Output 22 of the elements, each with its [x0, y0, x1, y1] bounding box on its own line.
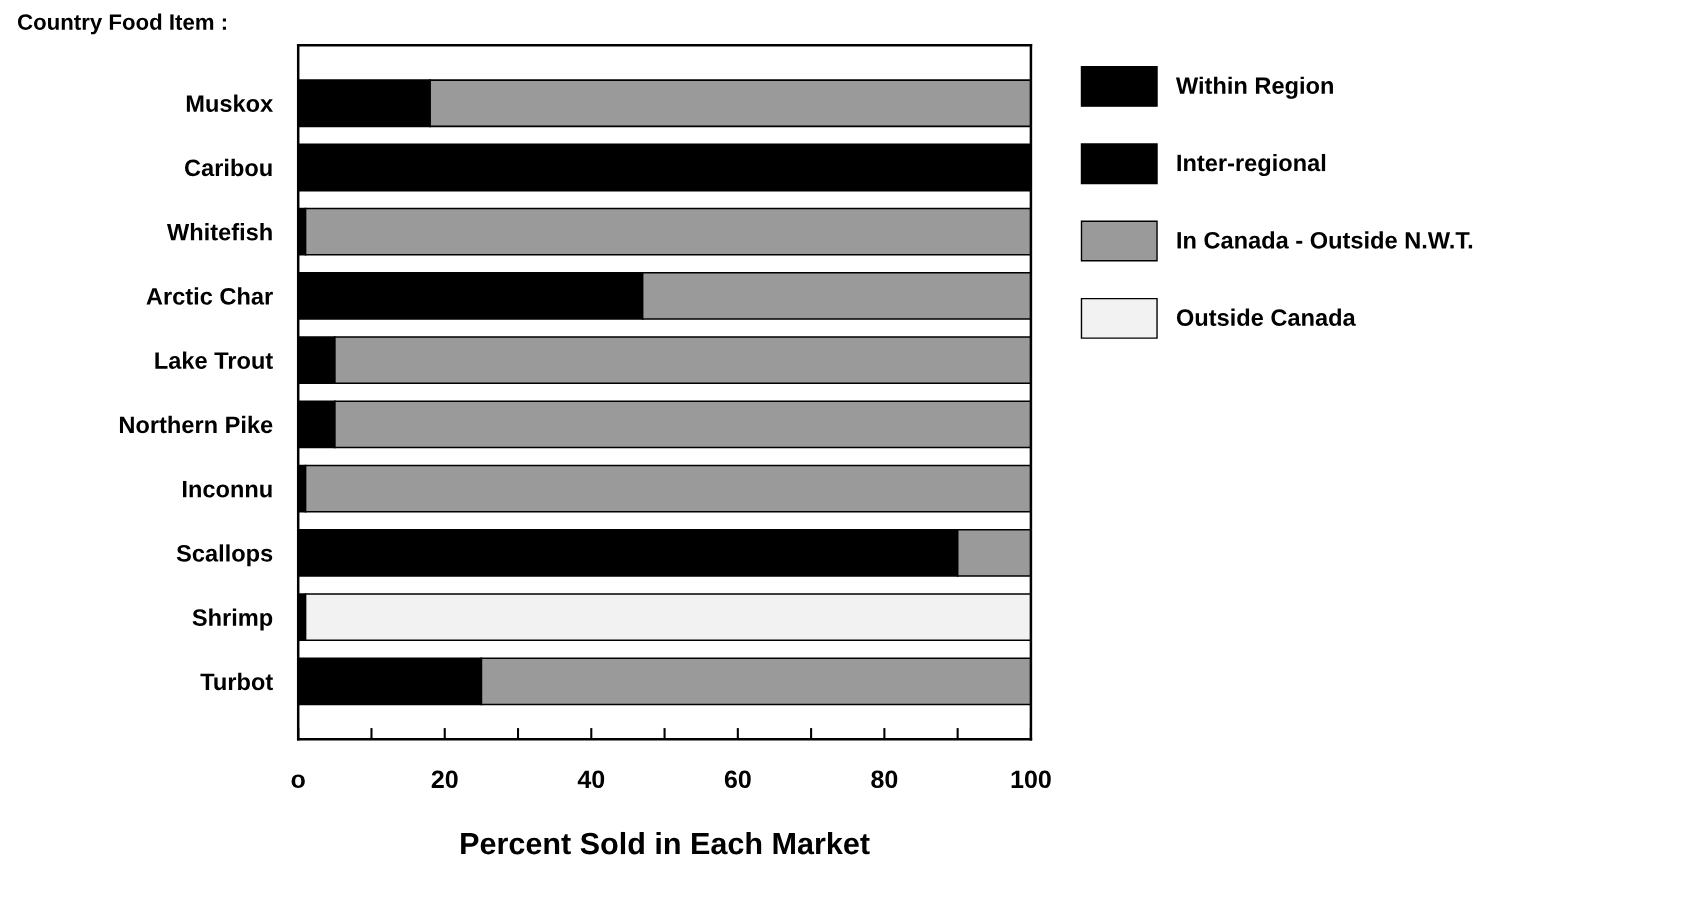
x-tick-label: 40	[577, 770, 605, 789]
legend-label: Inter-regional	[1177, 153, 1326, 177]
y-tick-label: Turbot	[200, 672, 273, 691]
legend-label: Within Region	[1175, 76, 1333, 99]
y-tick-label: Caribou	[184, 158, 272, 177]
x-axis-title: Percent Sold in Each Market	[461, 831, 870, 855]
x-tick-label: 20	[431, 770, 458, 789]
y-tick-label: Muskox	[186, 94, 274, 112]
x-tick-label: 60	[724, 770, 751, 789]
y-tick-label: Shrimp	[192, 608, 273, 631]
y-tick-label: Scallops	[176, 544, 273, 567]
chart-title: Country Food Item :	[17, 13, 226, 35]
y-tick-label: Inconnu	[182, 480, 272, 498]
x-tick-label: 100	[1011, 770, 1051, 789]
y-tick-label: Lake Trout	[155, 351, 273, 369]
y-tick-label: Arctic Char	[146, 287, 273, 305]
y-tick-label: Northern Pike	[119, 415, 273, 434]
y-tick-label: Whitefish	[166, 223, 272, 241]
x-tick-label: o	[291, 774, 305, 789]
legend-label: Outside Canada	[1176, 308, 1356, 326]
x-tick-label: 80	[871, 770, 898, 789]
legend-label: In Canada - Outside N.W.T.	[1177, 231, 1473, 249]
